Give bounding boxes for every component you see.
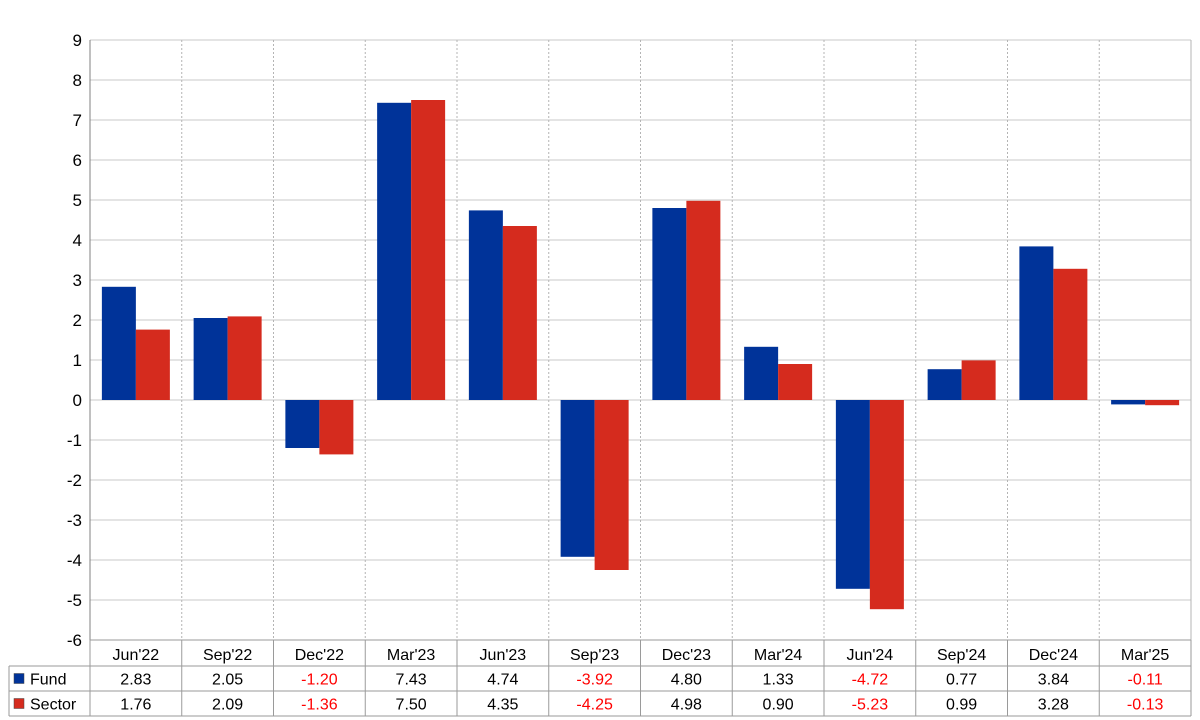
data-label-sector: 4.98 [671, 697, 702, 714]
y-tick-label: 1 [73, 351, 82, 370]
legend-key-sector [13, 698, 25, 709]
category-label: Mar'23 [387, 647, 436, 664]
data-label-fund: -0.11 [1127, 672, 1162, 689]
bar-sector [594, 400, 629, 570]
data-table: Jun'22 Sep'22 Dec'22 Mar'23 Jun'23 Sep'23 Dec'… [8, 639, 1192, 717]
category-label: Dec'23 [662, 647, 711, 664]
bar-fund [927, 369, 962, 400]
data-label-fund: -4.72 [852, 672, 889, 689]
bar-fund [1019, 246, 1054, 400]
data-label-fund: 0.77 [946, 672, 977, 689]
y-tick-label: 7 [73, 111, 82, 130]
bar-sector [1053, 268, 1088, 400]
data-label-fund: 2.05 [212, 672, 243, 689]
y-tick-label: 6 [73, 151, 82, 170]
bar-fund [468, 210, 503, 400]
legend-label-sector: Sector [30, 697, 77, 714]
y-tick-label: 4 [73, 231, 82, 250]
category-label: Dec'22 [295, 647, 344, 664]
y-tick-label: 3 [73, 271, 82, 290]
bar-sector [686, 200, 721, 400]
y-tick-label: 0 [73, 391, 82, 410]
bar-fund [1111, 400, 1146, 405]
bar-sector [502, 226, 537, 400]
bar-sector [961, 360, 996, 400]
y-tick-label: -6 [67, 631, 82, 650]
category-label: Jun'24 [847, 647, 894, 664]
bar-fund [835, 400, 870, 589]
category-label: Jun'23 [480, 647, 527, 664]
data-label-sector: 4.35 [487, 697, 518, 714]
data-label-fund: 1.33 [763, 672, 794, 689]
data-label-sector: -1.36 [301, 697, 338, 714]
data-label-sector: 2.09 [212, 697, 243, 714]
data-label-fund: -1.20 [301, 672, 338, 689]
data-label-sector: -0.13 [1127, 697, 1164, 714]
data-label-sector: 0.90 [763, 697, 794, 714]
bar-fund [285, 400, 320, 448]
y-tick-label: -5 [67, 591, 82, 610]
data-label-sector: 1.76 [120, 697, 151, 714]
bar-sector [135, 329, 170, 400]
category-label: Sep'22 [203, 647, 252, 664]
bar-fund [101, 286, 136, 400]
data-label-fund: 4.80 [671, 672, 702, 689]
category-label: Sep'23 [570, 647, 619, 664]
bar-sector [319, 400, 354, 455]
bar-sector [411, 100, 446, 400]
y-tick-label: 8 [73, 71, 82, 90]
category-label: Jun'22 [113, 647, 160, 664]
data-label-fund: 4.74 [487, 672, 518, 689]
category-label: Mar'25 [1121, 647, 1170, 664]
bar-sector [869, 400, 904, 610]
y-axis: 9 8 7 6 5 4 3 2 1 0 -1 -2 -3 -4 -5 -6 [67, 31, 91, 650]
bar-fund [193, 318, 228, 400]
bar-sector [778, 364, 813, 400]
y-tick-label: 2 [73, 311, 82, 330]
bar-fund [560, 400, 595, 557]
data-label-fund: -3.92 [576, 672, 613, 689]
y-tick-label: 9 [73, 31, 82, 50]
data-label-sector: 0.99 [946, 697, 977, 714]
data-label-sector: -5.23 [852, 697, 889, 714]
y-tick-label: -4 [67, 551, 82, 570]
category-label: Sep'24 [937, 647, 986, 664]
data-label-sector: 7.50 [396, 697, 427, 714]
bars [101, 100, 1180, 610]
data-label-sector: -4.25 [576, 697, 613, 714]
bar-sector [1145, 400, 1180, 406]
legend-label-fund: Fund [30, 672, 66, 689]
gridlines [89, 39, 1192, 641]
legend-key-fund [13, 673, 25, 684]
bar-fund [652, 208, 687, 400]
category-label: Dec'24 [1029, 647, 1078, 664]
y-tick-label: -2 [67, 471, 82, 490]
y-tick-label: -1 [67, 431, 82, 450]
bar-fund [744, 346, 779, 400]
bar-fund [377, 102, 412, 401]
data-label-fund: 2.83 [120, 672, 151, 689]
y-tick-label: 5 [73, 191, 82, 210]
bar-sector [227, 316, 262, 400]
data-label-fund: 3.84 [1038, 672, 1069, 689]
data-label-fund: 7.43 [396, 672, 427, 689]
data-label-sector: 3.28 [1038, 697, 1069, 714]
y-tick-label: -3 [67, 511, 82, 530]
category-label: Mar'24 [754, 647, 803, 664]
